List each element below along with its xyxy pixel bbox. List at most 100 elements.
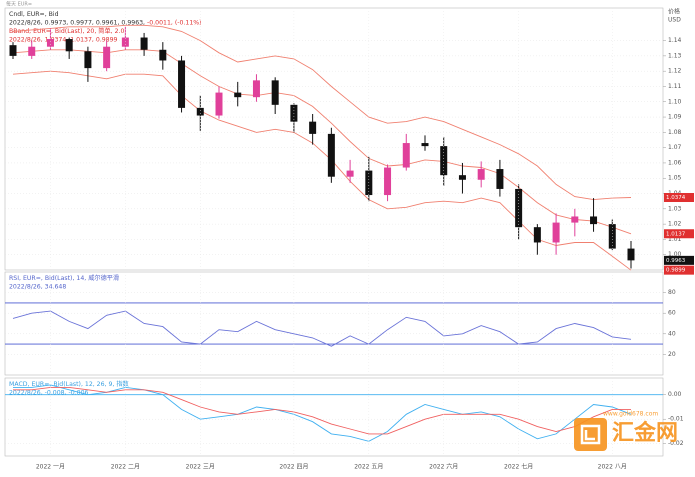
band-line — [12, 24, 632, 201]
y-tick-label: 1.07 — [668, 144, 682, 151]
candle-body — [234, 92, 242, 98]
series-line — [13, 384, 632, 442]
candle-body — [402, 143, 410, 168]
watermark-icon — [574, 418, 607, 451]
candle-body — [440, 146, 448, 176]
x-tick-label: 2022 六月 — [429, 463, 458, 471]
y-tick-label: 1.02 — [668, 221, 682, 228]
header-part: -0.0011, (-0.11%) — [147, 20, 202, 27]
watermark: 汇金网 www.gold678.com — [574, 411, 678, 451]
price-tag-label: 0.9963 — [666, 258, 686, 264]
header-part: BBand, EUR=, Bid(Last), 20, 简单, 2.0 — [9, 27, 124, 35]
x-tick-label: 2022 一月 — [36, 464, 65, 471]
header-part: 2022/8/26, 1.0374, 1.0137, 0.9899 — [9, 37, 118, 44]
header-part: 2022/8/26, 0.9973, 0.9977, 0.9961, 0.996… — [9, 20, 145, 27]
candle-body — [515, 188, 523, 228]
candle-body — [477, 169, 485, 180]
y-tick-label: 1.10 — [668, 98, 682, 105]
header: Cndl, EUR=, Bid — [9, 11, 59, 18]
y-tick-label: 1.12 — [668, 68, 682, 75]
header: RSI, EUR=, Bid(Last), 14, 威尔德平滑 — [9, 274, 119, 282]
y-tick-label: 1.11 — [668, 83, 682, 90]
header-part: MACD, EUR=, Bid(Last), 12, 26, 9, 指数 — [9, 380, 130, 388]
y-axis-label: 价格 — [668, 8, 680, 16]
x-tick-label: 2022 五月 — [354, 464, 383, 471]
candle-body — [215, 92, 223, 116]
candle-body — [196, 107, 204, 116]
candle-body — [9, 45, 17, 56]
y-tick-label: 0.00 — [668, 391, 682, 398]
band-line — [12, 70, 632, 271]
y-tick-label: 1.05 — [668, 175, 682, 182]
series-line — [13, 386, 631, 435]
candle-body — [140, 37, 148, 50]
price-tag — [664, 255, 694, 265]
header: 2022/8/26, 1.0374, 1.0137, 0.9899 — [9, 37, 118, 44]
y-axis-unit: USD — [668, 17, 681, 24]
candle-body — [552, 222, 560, 243]
watermark-brand: 汇金网 — [612, 420, 678, 446]
y-tick-label: 1.08 — [668, 129, 682, 136]
y-tick-label: 1.03 — [668, 205, 682, 212]
y-tick-label: -0.01 — [668, 416, 684, 423]
candle-body — [178, 60, 186, 108]
watermark-url: www.gold678.com — [603, 411, 658, 418]
panel-frame — [4, 7, 664, 271]
candle-body — [421, 143, 429, 147]
header: 2022/8/26, 0.9973, 0.9977, 0.9961, 0.996… — [9, 20, 202, 27]
candle-body — [346, 170, 354, 177]
header: 2022/8/26, 34.648 — [9, 284, 66, 291]
header-part: Cndl, EUR=, Bid — [9, 11, 59, 18]
top-bar: 每天 EUR= — [6, 1, 32, 8]
candle-body — [496, 169, 504, 189]
candle-body — [533, 227, 541, 243]
watermark-glyph — [580, 424, 601, 445]
panel-frame — [4, 271, 664, 376]
band-line — [12, 49, 632, 235]
panels: 1.001.011.021.031.041.051.061.071.081.09… — [4, 7, 694, 471]
candle-body — [46, 39, 54, 47]
header: BBand, EUR=, Bid(Last), 20, 简单, 2.0 — [9, 27, 124, 35]
x-tick-label: 2022 二月 — [111, 464, 140, 471]
x-tick-label: 2022 七月 — [504, 463, 533, 471]
candle-body — [384, 167, 392, 196]
y-tick-label: 1.06 — [668, 159, 682, 166]
price-tag-label: 1.0137 — [666, 231, 686, 237]
candle-body — [627, 248, 635, 261]
series-line — [12, 310, 632, 347]
price-tag — [664, 193, 694, 203]
header: MACD, EUR=, Bid(Last), 12, 26, 9, 指数 — [9, 380, 130, 388]
candle-body — [103, 46, 111, 69]
candle-body — [590, 216, 598, 225]
candle-body — [271, 80, 279, 105]
y-tick-label: -0.02 — [668, 440, 684, 447]
candle-body — [327, 133, 335, 177]
y-tick-label: 1.01 — [668, 236, 682, 243]
x-tick-label: 2022 四月 — [279, 464, 308, 471]
y-tick-label: 40 — [668, 330, 676, 337]
y-tick-label: 1.09 — [668, 114, 682, 121]
price-tag-label: 0.9899 — [666, 268, 686, 274]
candle-body — [571, 216, 579, 223]
x-tick-label: 2022 三月 — [186, 464, 215, 471]
price-tag-label: 1.0374 — [666, 195, 686, 201]
candle-body — [252, 80, 260, 98]
y-tick-label: 1.14 — [668, 37, 682, 44]
panel-frame — [4, 377, 664, 457]
x-tick-label: 2022 八月 — [598, 464, 627, 471]
header-part: 2022/8/26, 34.648 — [9, 284, 66, 291]
header-part: RSI, EUR=, Bid(Last), 14, 威尔德平滑 — [9, 274, 119, 282]
candle-body — [84, 51, 92, 69]
header-part: 2022/8/26, -0.008, -0.006 — [9, 390, 89, 397]
candle-body — [159, 49, 167, 61]
y-tick-label: 80 — [668, 289, 676, 296]
y-tick-label: 20 — [668, 351, 676, 358]
y-tick-label: 1.13 — [668, 52, 682, 59]
y-tick-label: 60 — [668, 310, 676, 317]
candle-body — [121, 37, 129, 47]
candle-body — [309, 121, 317, 134]
header: 2022/8/26, -0.008, -0.006 — [9, 390, 89, 397]
y-tick-label: 1.00 — [668, 251, 682, 258]
